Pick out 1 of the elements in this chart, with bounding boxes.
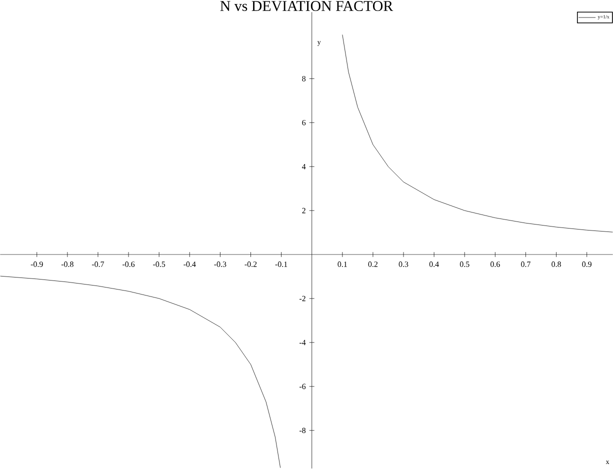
chart-title: N vs DEVIATION FACTOR (220, 1, 394, 12)
